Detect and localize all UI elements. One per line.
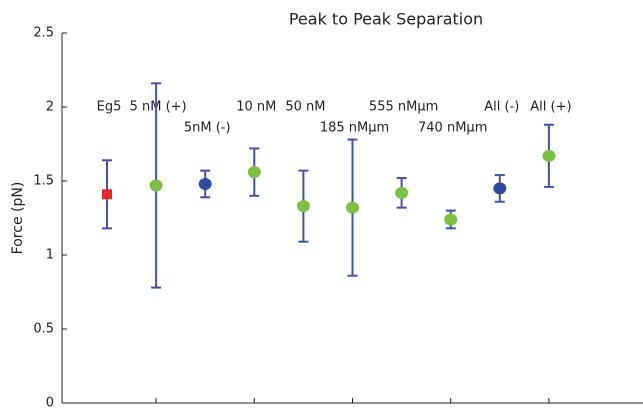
- category-label: 555 nMμm: [369, 100, 438, 115]
- y-axis-label: Force (pN): [10, 182, 26, 255]
- y-tick-label: 1: [46, 248, 54, 263]
- marker: [346, 201, 359, 214]
- category-label: 185 nMμm: [320, 121, 389, 136]
- y-tick-label: 2: [46, 100, 54, 115]
- y-tick-label: 2.5: [33, 26, 54, 41]
- marker: [102, 189, 112, 200]
- category-label: All (+): [530, 100, 571, 115]
- marker: [198, 177, 212, 190]
- marker: [542, 149, 556, 162]
- category-label: 5 nM (+): [130, 100, 187, 115]
- marker: [247, 166, 261, 179]
- y-tick-label: 0: [46, 396, 54, 409]
- marker: [149, 179, 163, 192]
- category-label: 740 nMμm: [418, 121, 487, 136]
- category-label: Eg5: [97, 100, 122, 115]
- y-tick-label: 0.5: [33, 322, 54, 337]
- category-label: 50 nM: [285, 100, 325, 115]
- category-label: 5nM (-): [184, 121, 231, 136]
- marker: [395, 186, 409, 199]
- y-tick-label: 1.5: [33, 174, 54, 189]
- chart-title: Peak to Peak Separation: [289, 10, 483, 29]
- category-label: All (-): [484, 100, 519, 115]
- marker: [444, 213, 458, 226]
- marker: [296, 200, 310, 213]
- marker: [493, 182, 507, 195]
- category-label: 10 nM: [236, 100, 276, 115]
